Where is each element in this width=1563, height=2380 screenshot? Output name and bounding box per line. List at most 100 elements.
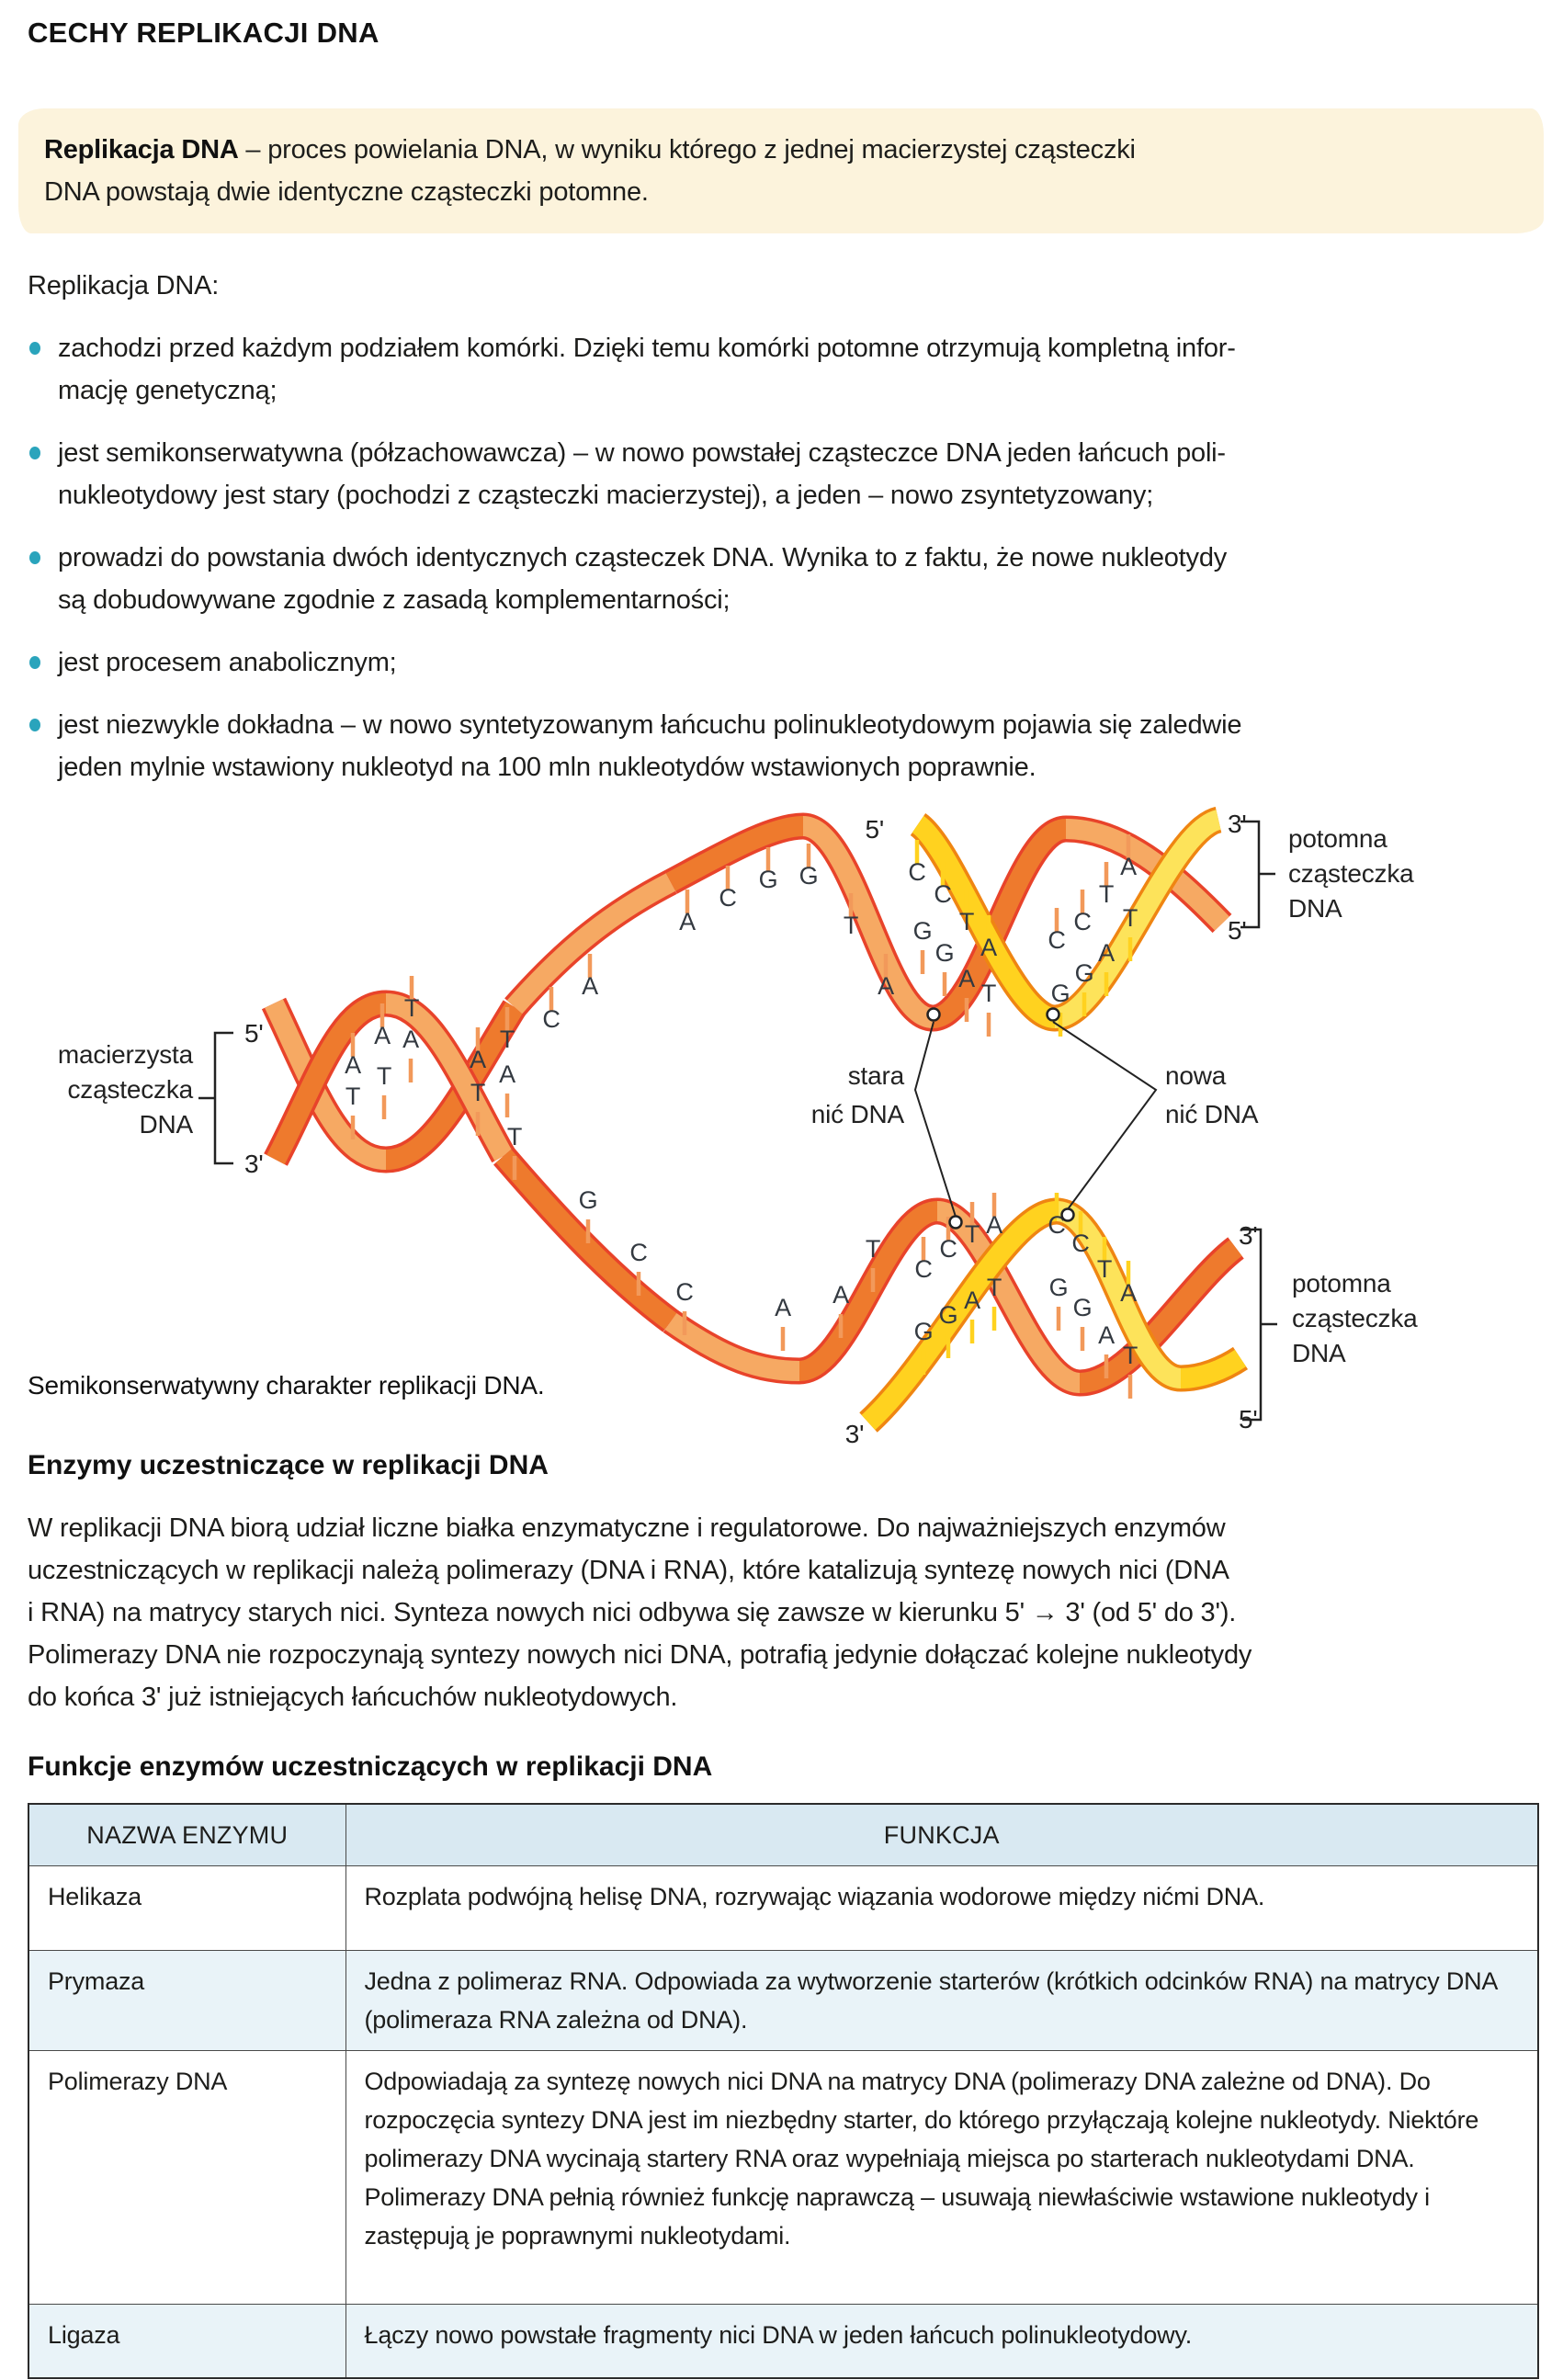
old-strand-marker-top xyxy=(926,1007,941,1022)
nucleotide-base-letter: A xyxy=(1098,939,1115,967)
nucleotide-base-letter: G xyxy=(799,862,819,890)
enzyme-name-cell: Helikaza xyxy=(28,1865,346,1951)
old-dna-strand xyxy=(930,819,1069,1028)
daughter-molecule-top-label: potomna xyxy=(1288,824,1387,853)
old-dna-strand xyxy=(265,999,387,1170)
nucleotide-base-letter: C xyxy=(675,1278,693,1306)
table-header-cell: NAZWA ENZYMU xyxy=(28,1803,346,1866)
nucleotide-base-letter: T xyxy=(981,980,996,1007)
dna-strands xyxy=(261,806,1249,1433)
list-item-line: prowadzi do powstania dwóch identycznych… xyxy=(58,543,1228,572)
parent-bracket xyxy=(198,1031,233,1165)
figure-caption: Semikonserwatywny charakter replikacji D… xyxy=(28,1371,545,1400)
list-item-line: nukleotydowy jest stary (pochodzi z cząs… xyxy=(58,481,1154,510)
parent-molecule-label: cząsteczka xyxy=(68,1075,194,1104)
nucleotide-base-letter: C xyxy=(908,858,925,886)
list-item: jest procesem anabolicznym; xyxy=(28,641,1539,684)
bullet-icon xyxy=(29,342,40,355)
enzyme-function-cell: Odpowiadają za syntezę nowych nici DNA n… xyxy=(345,2050,1539,2305)
daughter-molecule-bottom-label: DNA xyxy=(1292,1339,1346,1367)
prime-end-label: 3' xyxy=(845,1420,865,1448)
nucleotide-base-letter: C xyxy=(719,884,736,912)
list-item-line: zachodzi przed każdym podziałem komórki.… xyxy=(58,334,1236,363)
new-dna-strand xyxy=(1053,810,1222,1028)
prime-end-label: 3' xyxy=(1239,1221,1258,1250)
diagram-text-labels: macierzysta cząsteczka DNA potomna cząsteczk… xyxy=(58,824,1418,1367)
nucleotide-base-letter: A xyxy=(402,1026,419,1053)
nucleotide-base-letter: C xyxy=(1048,926,1065,954)
base-pair-ticks xyxy=(350,834,1133,1399)
nucleotide-base-letter: A xyxy=(345,1051,361,1079)
old-dna-strand xyxy=(665,816,804,891)
nucleotide-base-letter: G xyxy=(1075,959,1094,987)
bullet-icon xyxy=(29,719,40,731)
nucleotide-base-letter: C xyxy=(1071,1230,1089,1257)
enzyme-name-cell: Polimerazy DNA xyxy=(28,2050,346,2305)
nucleotide-base-letter: A xyxy=(470,1046,486,1073)
list-item-line: jest procesem anabolicznym; xyxy=(58,648,397,677)
enzyme-name-cell: Prymaza xyxy=(28,1950,346,2051)
replication-list: Replikacja DNA: zachodzi przed każdym po… xyxy=(28,265,1539,788)
daughter-bottom-bracket xyxy=(1242,1228,1277,1422)
nucleotide-base-letter: T xyxy=(965,1220,980,1248)
nucleotide-base-letter: T xyxy=(500,1026,515,1053)
new-dna-strand xyxy=(1055,1201,1183,1388)
nucleotide-base-letter: C xyxy=(939,1235,957,1263)
table-row: Prymaza Jedna z polimeraz RNA. Odpowiada … xyxy=(28,1950,1539,2051)
paragraph-line: Polimerazy DNA nie rozpoczynają syntezy … xyxy=(28,1640,1252,1670)
prime-end-label: 5' xyxy=(244,1019,264,1048)
nucleotide-base-letter: A xyxy=(775,1294,791,1321)
table-heading: Funkcje enzymów uczestniczących w replik… xyxy=(28,1751,713,1782)
old-dna-strand xyxy=(798,1201,939,1381)
enzymes-paragraph: W replikacji DNA biorą udział liczne bia… xyxy=(28,1507,1539,1718)
new-strand-label: nowa xyxy=(1165,1061,1227,1090)
bullet-icon xyxy=(29,447,40,459)
list-item-line: mację genetyczną; xyxy=(58,376,277,405)
table-row: Helikaza Rozplata podwójną helisę DNA, ro… xyxy=(28,1865,1539,1951)
nucleotide-base-letter: G xyxy=(759,866,778,893)
prime-end-label: 5' xyxy=(1228,916,1247,945)
enzyme-function-cell: Łączy nowo powstałe fragmenty nici DNA w… xyxy=(345,2304,1539,2378)
old-dna-strand xyxy=(1065,819,1229,931)
old-dna-strand xyxy=(800,816,935,1028)
nucleotide-base-letter: T xyxy=(470,1079,485,1106)
table-row: Polimerazy DNA Odpowiadają za syntezę now… xyxy=(28,2050,1539,2305)
new-strand-marker-top xyxy=(1046,1007,1060,1022)
list-item-line: są dobudowywane zgodnie z zasadą komplem… xyxy=(58,585,731,615)
nucleotide-base-letter: A xyxy=(1120,853,1137,880)
bullet-icon xyxy=(29,656,40,669)
nucleotide-base-letter: G xyxy=(579,1186,598,1214)
nucleotide-base-letter: T xyxy=(345,1082,360,1110)
nucleotide-base-letter: G xyxy=(939,1301,958,1329)
nucleotide-base-letter: A xyxy=(980,934,997,961)
nucleotide-base-letter: C xyxy=(1048,1211,1065,1239)
new-dna-strand xyxy=(861,1201,1059,1431)
old-dna-strand xyxy=(384,993,513,1162)
nucleotide-base-letter: A xyxy=(582,972,598,1000)
old-dna-strand xyxy=(506,873,676,1014)
list-item: jest semikonserwatywna (półzachowawcza) … xyxy=(28,432,1539,516)
old-strand-label: stara xyxy=(848,1061,905,1090)
enzyme-function-cell: Rozplata podwójną helisę DNA, rozrywając… xyxy=(345,1865,1539,1951)
nucleotide-base-letter: C xyxy=(542,1005,560,1033)
nucleotide-base-letter: T xyxy=(507,1123,522,1150)
old-dna-strand xyxy=(664,1312,800,1381)
enzymes-heading: Enzymy uczestniczące w replikacji DNA xyxy=(28,1450,549,1480)
list-intro: Replikacja DNA: xyxy=(28,271,220,300)
daughter-top-bracket xyxy=(1240,820,1275,929)
paragraph-line: do końca 3' już istniejących łańcuchów n… xyxy=(28,1683,678,1712)
old-dna-strand xyxy=(1078,1240,1242,1393)
nucleotide-base-letter: A xyxy=(832,1281,849,1309)
daughter-molecule-top-label: DNA xyxy=(1288,894,1342,923)
nucleotide-base-letter: A xyxy=(986,1211,1002,1239)
nucleotide-base-letter: C xyxy=(629,1239,647,1266)
bullet-list: zachodzi przed każdym podziałem komórki.… xyxy=(28,327,1539,788)
nucleotide-base-letter: A xyxy=(958,965,975,992)
list-item-line: jeden mylnie wstawiony nukleotyd na 100 … xyxy=(58,753,1036,782)
nucleotide-base-letter: A xyxy=(1120,1279,1137,1307)
nucleotide-base-letter: A xyxy=(1098,1321,1115,1349)
paragraph-line: uczestniczących w replikacji należą poli… xyxy=(28,1556,1229,1585)
nucleotide-base-letter: G xyxy=(914,1318,934,1345)
